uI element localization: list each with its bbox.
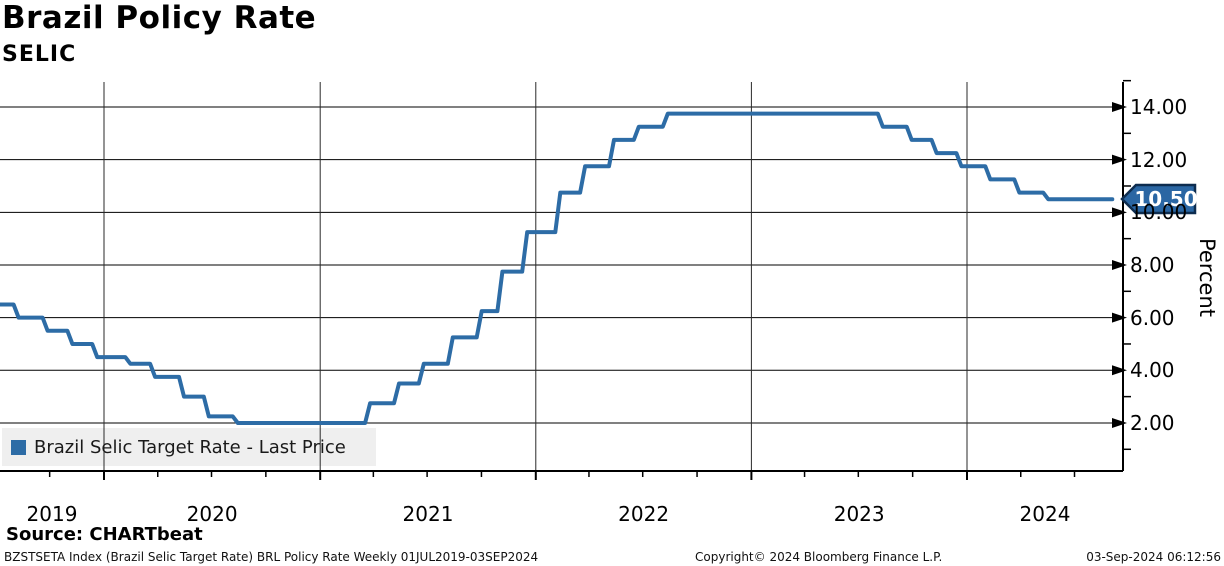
legend-swatch-icon [11,439,26,455]
legend-background [2,428,376,466]
x-axis-year-label: 2020 [186,502,238,526]
y-tick-arrow-icon [1112,259,1127,270]
x-axis-year-label: 2022 [618,502,670,526]
y-axis-tick-label: 6.00 [1130,305,1175,330]
footer-timestamp: 03-Sep-2024 06:12:56 [1086,550,1221,564]
y-axis-tick-label: 8.00 [1130,252,1175,277]
y-tick-arrow-icon [1112,207,1127,218]
y-tick-arrow-icon [1112,312,1127,323]
legend: Brazil Selic Target Rate - Last Price [2,428,376,466]
selic-rate-line [0,111,1115,425]
source-line: Source: CHARTbeat [6,524,203,545]
x-axis-year-label: 2021 [402,502,454,526]
y-tick-arrow-icon [1112,417,1127,428]
x-axis-year-label: 2019 [26,502,78,526]
y-axis-tick-label: 2.00 [1130,410,1175,435]
y-axis-tick-label: 4.00 [1130,358,1175,383]
last-price-value: 10.50 [1134,187,1197,211]
legend-label: Brazil Selic Target Rate - Last Price [34,436,346,458]
y-axis-tick-label: 10.00 [1130,200,1188,225]
x-axis-year-label: 2024 [1019,502,1071,526]
y-tick-arrow-icon [1112,365,1127,376]
y-tick-arrow-icon [1112,102,1127,112]
y-tick-arrow-icon [1112,154,1127,165]
price-tag-shape [1120,183,1197,215]
footer-ticker-info: BZSTSETA Index (Brazil Selic Target Rate… [4,550,539,564]
footer-copyright: Copyright© 2024 Bloomberg Finance L.P. [695,550,943,564]
last-price-tag: 10.50 [1120,183,1198,215]
chart-subtitle: SELIC [2,42,77,67]
page-title: Brazil Policy Rate [2,0,317,36]
x-axis-year-label: 2023 [833,502,885,526]
y-axis-tick-label: 14.00 [1130,95,1188,119]
y-axis-tick-label: 12.00 [1130,147,1188,172]
